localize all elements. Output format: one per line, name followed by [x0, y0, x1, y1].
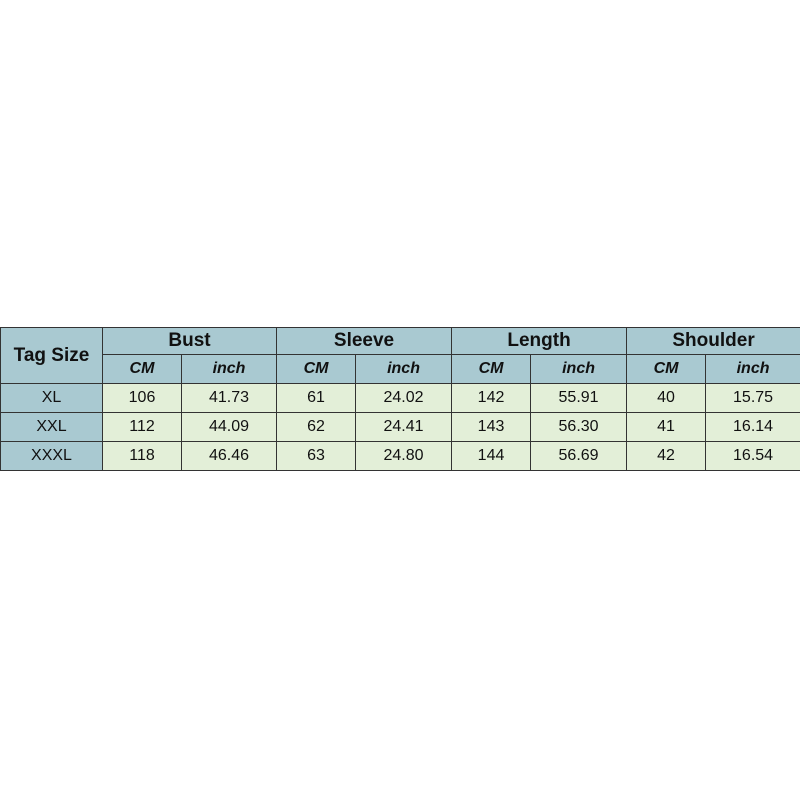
value-cell: 15.75: [705, 383, 800, 413]
value-cell: 118: [102, 441, 182, 471]
value-cell: 16.14: [705, 412, 800, 442]
tag-size-header: Tag Size: [0, 327, 103, 384]
table-row: XXL 112 44.09 62 24.41 143 56.30 41 16.14: [0, 412, 800, 442]
value-cell: 44.09: [180, 412, 278, 442]
value-cell: 41.73: [180, 383, 278, 413]
unit-header: inch: [355, 354, 453, 384]
unit-header: CM: [102, 354, 182, 384]
value-cell: 112: [102, 412, 182, 442]
size-cell: XXXL: [0, 441, 103, 471]
value-cell: 143: [451, 412, 532, 442]
value-cell: 42: [626, 441, 707, 471]
group-header-bust: Bust: [101, 327, 278, 355]
group-header-length: Length: [451, 327, 628, 355]
value-cell: 16.54: [705, 441, 800, 471]
value-cell: 24.80: [355, 441, 453, 471]
unit-header: CM: [626, 354, 707, 384]
value-cell: 61: [276, 383, 357, 413]
value-cell: 24.41: [355, 412, 453, 442]
value-cell: 46.46: [180, 441, 278, 471]
value-cell: 24.02: [355, 383, 453, 413]
value-cell: 144: [451, 441, 532, 471]
value-cell: 41: [626, 412, 707, 442]
value-cell: 106: [102, 383, 182, 413]
value-cell: 40: [626, 383, 707, 413]
size-cell: XL: [0, 383, 103, 413]
unit-header: inch: [530, 354, 628, 384]
unit-header: CM: [451, 354, 532, 384]
size-cell: XXL: [0, 412, 103, 442]
value-cell: 62: [276, 412, 357, 442]
group-header-shoulder: Shoulder: [626, 327, 800, 355]
unit-header: inch: [180, 354, 278, 384]
table-row: XL 106 41.73 61 24.02 142 55.91 40 15.75: [0, 383, 800, 413]
value-cell: 142: [451, 383, 532, 413]
value-cell: 56.30: [530, 412, 628, 442]
value-cell: 55.91: [530, 383, 628, 413]
unit-header: inch: [705, 354, 800, 384]
group-header-sleeve: Sleeve: [276, 327, 453, 355]
table-row: XXXL 118 46.46 63 24.80 144 56.69 42 16.54: [0, 441, 800, 471]
value-cell: 63: [276, 441, 357, 471]
unit-header: CM: [276, 354, 357, 384]
value-cell: 56.69: [530, 441, 628, 471]
size-chart-table: Tag Size Bust Sleeve Length Shoulder CM i…: [0, 327, 800, 471]
